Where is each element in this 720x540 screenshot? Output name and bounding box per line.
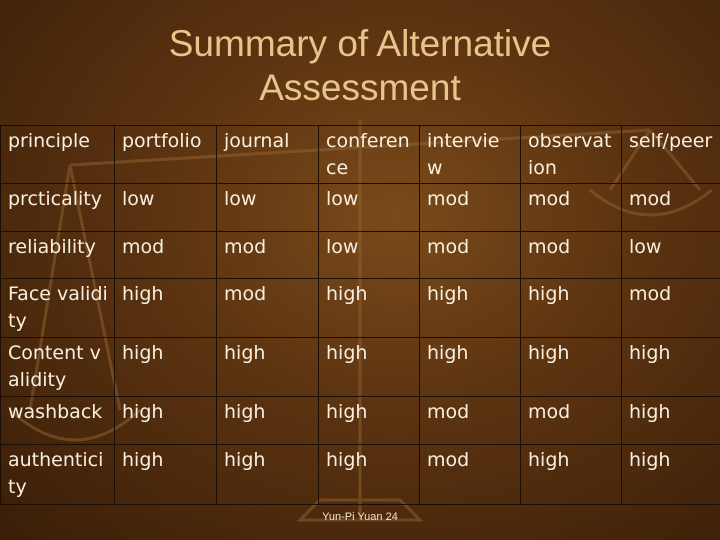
summary-table: principle portfolio journal conferen ce … bbox=[0, 125, 720, 505]
table-cell: Content validity bbox=[0, 337, 115, 397]
table-row: Face validity high mod high high high mo… bbox=[0, 278, 720, 338]
table-cell: mod bbox=[621, 278, 720, 338]
table-cell: high bbox=[318, 337, 420, 397]
table-cell: mod bbox=[621, 183, 720, 232]
table-cell: mod bbox=[520, 231, 622, 279]
table-cell: high bbox=[318, 444, 420, 505]
table-row: washback high high high mod mod high bbox=[0, 396, 720, 445]
table-cell: high bbox=[216, 337, 319, 397]
header-cell: observat ion bbox=[520, 125, 622, 184]
table-cell: high bbox=[216, 444, 319, 505]
header-cell: journal bbox=[216, 125, 319, 184]
table-row: authentici ty high high high mod high hi… bbox=[0, 444, 720, 505]
header-cell: principle bbox=[0, 125, 115, 184]
table-cell: high bbox=[520, 278, 622, 338]
table-cell: high bbox=[621, 337, 720, 397]
table-cell: reliability bbox=[0, 231, 115, 279]
table-cell: low bbox=[318, 231, 420, 279]
table-cell: high bbox=[520, 444, 622, 505]
table-cell: high bbox=[216, 396, 319, 445]
table-cell: mod bbox=[419, 231, 521, 279]
table-cell: mod bbox=[216, 278, 319, 338]
table-cell: high bbox=[419, 278, 521, 338]
header-cell: conferen ce bbox=[318, 125, 420, 184]
table-cell: high bbox=[318, 396, 420, 445]
header-cell: interview bbox=[419, 125, 521, 184]
header-cell: portfolio bbox=[114, 125, 217, 184]
table-cell: high bbox=[621, 444, 720, 505]
table-cell: authentici ty bbox=[0, 444, 115, 505]
table-row: Content validity high high high high hig… bbox=[0, 337, 720, 397]
table-cell: low bbox=[621, 231, 720, 279]
table-cell: high bbox=[318, 278, 420, 338]
table-header-row: principle portfolio journal conferen ce … bbox=[0, 125, 720, 184]
table-cell: high bbox=[114, 278, 217, 338]
table-cell: low bbox=[216, 183, 319, 232]
table-cell: high bbox=[114, 337, 217, 397]
table-cell: mod bbox=[419, 183, 521, 232]
table-cell: mod bbox=[520, 183, 622, 232]
table-cell: high bbox=[621, 396, 720, 445]
table-cell: high bbox=[520, 337, 622, 397]
table-cell: high bbox=[114, 444, 217, 505]
table-cell: high bbox=[114, 396, 217, 445]
slide-title: Summary of Alternative Assessment bbox=[0, 22, 720, 110]
table-cell: prcticality bbox=[0, 183, 115, 232]
table-cell: mod bbox=[419, 396, 521, 445]
title-line-1: Summary of Alternative bbox=[168, 23, 552, 64]
table-cell: low bbox=[114, 183, 217, 232]
table-cell: Face validity bbox=[0, 278, 115, 338]
table-cell: mod bbox=[419, 444, 521, 505]
header-cell: self/peer bbox=[621, 125, 720, 184]
table-row: prcticality low low low mod mod mod bbox=[0, 183, 720, 232]
title-line-2: Assessment bbox=[259, 67, 461, 108]
table-cell: mod bbox=[114, 231, 217, 279]
table-cell: mod bbox=[216, 231, 319, 279]
table-cell: low bbox=[318, 183, 420, 232]
slide-footer: Yun-Pi Yuan 24 bbox=[322, 511, 398, 523]
table-cell: high bbox=[419, 337, 521, 397]
table-cell: washback bbox=[0, 396, 115, 445]
table-row: reliability mod mod low mod mod low bbox=[0, 231, 720, 279]
table-cell: mod bbox=[520, 396, 622, 445]
